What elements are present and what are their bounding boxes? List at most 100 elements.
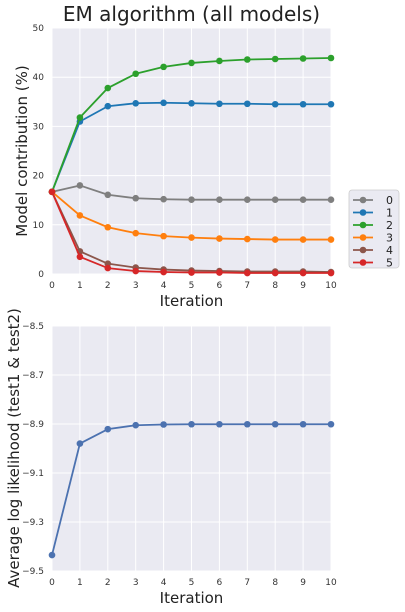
data-point xyxy=(271,55,279,63)
data-point xyxy=(48,551,56,559)
data-point xyxy=(271,196,279,204)
data-point xyxy=(216,235,223,242)
grid-top xyxy=(51,27,332,275)
data-point xyxy=(104,84,112,92)
legend-marker xyxy=(359,259,367,266)
legend-label: 1 xyxy=(386,207,393,220)
y-tick-label: −8.9 xyxy=(22,420,44,430)
legend-marker xyxy=(359,246,367,254)
data-point xyxy=(104,264,112,272)
data-point xyxy=(327,196,335,204)
x-tick-label: 8 xyxy=(272,578,278,588)
x-tick-label: 2 xyxy=(105,281,111,291)
y-tick-label: 20 xyxy=(33,172,45,182)
legend-marker xyxy=(359,221,367,229)
data-point xyxy=(76,440,84,447)
data-point xyxy=(76,182,84,189)
data-point xyxy=(299,55,307,62)
x-tick-label: 7 xyxy=(244,281,250,291)
data-point xyxy=(299,100,307,108)
data-point xyxy=(216,57,223,65)
y-tick-label: 10 xyxy=(33,221,45,231)
grid-bottom xyxy=(51,325,332,572)
data-point xyxy=(104,191,112,199)
legend-entry-0: 0 xyxy=(353,194,393,207)
data-point xyxy=(188,59,195,67)
series-top-5 xyxy=(48,188,335,277)
legend-entry-3: 3 xyxy=(353,232,393,245)
data-point xyxy=(327,269,335,277)
data-point xyxy=(327,100,335,108)
data-point xyxy=(132,194,139,202)
y-tick-label: −9.1 xyxy=(22,469,44,479)
data-point xyxy=(160,232,167,240)
data-point xyxy=(271,269,279,277)
y-tick-label: 40 xyxy=(33,73,45,83)
x-axis-label-top: Iteration xyxy=(160,292,224,310)
x-tick-label: 1 xyxy=(77,281,83,291)
data-point xyxy=(104,102,112,110)
data-point xyxy=(244,100,251,108)
data-point xyxy=(160,63,167,71)
x-tick-label: 1 xyxy=(77,578,83,588)
series-bottom-loglik xyxy=(48,420,335,559)
data-point xyxy=(271,236,279,243)
series-group-top xyxy=(48,54,335,277)
data-point xyxy=(160,99,167,107)
x-tick-label: 9 xyxy=(300,578,306,588)
y-tick-label: −8.7 xyxy=(22,371,44,381)
x-tick-label: 0 xyxy=(49,578,55,588)
data-point xyxy=(327,54,335,62)
data-point xyxy=(244,56,251,63)
data-point xyxy=(76,253,84,261)
y-tick-label: −8.5 xyxy=(22,322,44,332)
data-point xyxy=(299,196,307,204)
data-point xyxy=(132,267,139,275)
data-point xyxy=(104,223,112,231)
series-top-3 xyxy=(48,188,335,243)
data-point xyxy=(271,420,279,428)
data-point xyxy=(188,420,195,428)
data-point xyxy=(244,235,251,243)
y-tick-label: −9.3 xyxy=(22,518,44,528)
data-point xyxy=(216,269,223,276)
data-point xyxy=(76,114,84,121)
legend-entry-4: 4 xyxy=(353,244,393,257)
legend-marker xyxy=(359,209,367,216)
x-tick-label: 6 xyxy=(217,281,223,291)
chart-title: EM algorithm (all models) xyxy=(63,2,320,26)
x-tick-label: 9 xyxy=(300,281,306,291)
x-tick-label: 10 xyxy=(325,281,337,291)
data-point xyxy=(299,236,307,243)
x-tick-label: 3 xyxy=(133,281,139,291)
data-point xyxy=(188,196,195,204)
y-tick-label: −9.5 xyxy=(22,567,44,577)
legend-entry-5: 5 xyxy=(353,257,393,270)
legend-label: 4 xyxy=(386,244,393,257)
y-tick-label: 50 xyxy=(33,24,45,34)
legend-label: 0 xyxy=(386,194,393,207)
data-point xyxy=(244,269,251,277)
legend-label: 3 xyxy=(386,232,393,245)
ticks-top: 0 1 2 3 4 5 6 7 8 9 10 0 10 20 30 40 50 xyxy=(33,24,337,291)
legend-marker xyxy=(359,234,367,241)
x-axis-label-bottom: Iteration xyxy=(160,589,224,607)
data-point xyxy=(216,420,223,428)
data-point xyxy=(104,425,112,433)
y-tick-label: 30 xyxy=(33,122,45,132)
legend-entry-2: 2 xyxy=(353,219,393,232)
data-point xyxy=(48,188,56,196)
x-tick-label: 0 xyxy=(49,281,55,291)
y-axis-label-top: Model contribution (%) xyxy=(13,65,31,236)
data-point xyxy=(244,420,251,428)
x-tick-label: 5 xyxy=(189,578,195,588)
x-tick-label: 3 xyxy=(133,578,139,588)
legend-entry-1: 1 xyxy=(353,207,393,220)
data-point xyxy=(216,100,223,108)
data-point xyxy=(299,269,307,277)
legend-label: 2 xyxy=(386,219,393,232)
